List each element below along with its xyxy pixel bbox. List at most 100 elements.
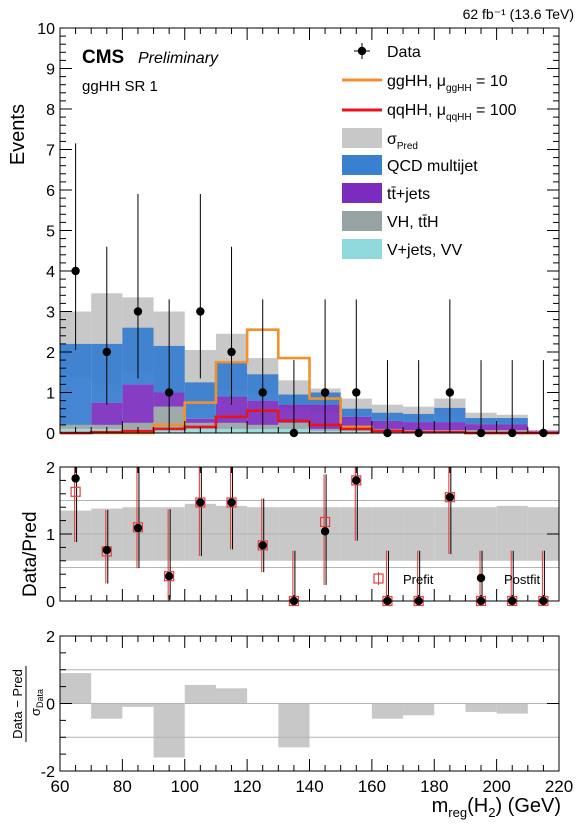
x-axis-title: mreg(H2) (GeV) xyxy=(432,795,561,820)
qqhh-signal-line xyxy=(60,409,559,435)
legend-ttbar-label: tt̄+jets xyxy=(387,186,430,203)
main-y-tick-label: 9 xyxy=(46,62,55,79)
ratio-gridlines xyxy=(60,500,559,568)
main-data-points xyxy=(71,143,548,438)
ratio-prefit-marker xyxy=(444,492,455,503)
lumi-label: 62 fb⁻¹ (13.6 TeV) xyxy=(463,6,574,22)
ttbar-stack-bar xyxy=(122,384,154,423)
x-tick-label: 220 xyxy=(545,777,573,796)
data-point xyxy=(71,266,80,276)
data-point xyxy=(133,307,143,316)
data-point xyxy=(445,388,455,397)
ratio-band-bin xyxy=(215,505,248,561)
main-y-tick-label: 3 xyxy=(46,305,55,322)
main-y-tick-label: 1 xyxy=(46,386,55,403)
pull-title-numerator: Data − Pred xyxy=(10,669,25,739)
ratio-band-bin xyxy=(60,510,92,561)
main-x-ticks xyxy=(59,28,560,433)
data-point xyxy=(227,347,236,357)
pull-y-axis: -2 0 2 xyxy=(41,629,559,781)
main-y-tick-label: 0 xyxy=(46,426,55,443)
y-axis-title-events: Events xyxy=(7,104,29,165)
x-tick-label: 180 xyxy=(420,777,448,796)
legend-qcd-swatch xyxy=(342,155,382,175)
ratio-legend-postfit-label: Postfit xyxy=(504,572,541,587)
x-tick-label: 140 xyxy=(295,777,323,796)
main-y-tick-label: 8 xyxy=(46,102,55,119)
pull-bar xyxy=(60,673,92,704)
ratio-band-bin xyxy=(496,505,528,561)
ratio-postfit-marker xyxy=(71,474,80,483)
ratio-y-axis: 0 1 2 xyxy=(46,460,559,611)
x-tick-label: 200 xyxy=(482,777,510,796)
pull-bars xyxy=(60,673,528,758)
ratio-prefit-marker xyxy=(319,516,331,528)
main-panel: 0 1 2 3 4 5 6 7 8 9 10 Events CMS Preliminary ggHH… xyxy=(7,21,560,443)
vh-tth-stack-bar xyxy=(215,422,248,429)
ratio-postfit-marker xyxy=(196,498,205,507)
data-point xyxy=(320,388,330,397)
data-point xyxy=(164,388,174,397)
pull-bar xyxy=(184,684,216,704)
ratio-y-tick-label: 2 xyxy=(46,460,55,477)
main-y-tick-label: 2 xyxy=(46,345,55,362)
data-point xyxy=(258,388,267,397)
ratio-prefit-marker xyxy=(257,540,268,551)
legend-vh-swatch xyxy=(342,211,382,231)
ratio-postfit-marker xyxy=(320,527,330,536)
x-tick-label: 80 xyxy=(113,777,132,796)
pull-gridlines xyxy=(60,669,559,738)
pull-x-axis: 60 80 100 120 140 160 180 200 220 xyxy=(51,636,573,796)
legend-qqhh-label: qqHH, μqqHH = 100 xyxy=(387,102,517,123)
ratio-y-tick-label: 1 xyxy=(46,527,55,544)
ratio-postfit-marker xyxy=(102,545,111,555)
main-y-tick-label: 4 xyxy=(46,264,55,281)
x-tick-label: 100 xyxy=(171,777,199,796)
ratio-points xyxy=(70,467,549,607)
ratio-postfit-marker xyxy=(258,541,267,550)
pull-bar xyxy=(465,703,497,712)
x-tick-label: 60 xyxy=(51,777,70,796)
pull-bar xyxy=(371,703,404,719)
pull-panel: -2 0 2 60 80 100 120 140 160 180 200 220 Data − Pr… xyxy=(10,629,573,820)
vh-tth-stack-bar xyxy=(122,422,154,429)
pull-bar xyxy=(278,703,310,748)
ratio-prefit-marker xyxy=(164,571,175,582)
legend-gghh-label: ggHH, μggHH = 10 xyxy=(387,73,508,94)
ratio-legend-prefit-label: Prefit xyxy=(403,572,434,587)
pull-y-tick-label: 0 xyxy=(46,697,55,714)
preliminary-label: Preliminary xyxy=(138,50,219,67)
qcd-stack-bar xyxy=(184,382,216,419)
main-signals xyxy=(60,328,559,435)
y-axis-title-pull: Data − Pred σData xyxy=(10,666,45,742)
pull-bar xyxy=(403,703,435,716)
ratio-prefit-marker xyxy=(195,497,206,508)
legend-vjets-label: V+jets, VV xyxy=(387,242,462,259)
ratio-prefit-marker xyxy=(351,475,362,486)
ratio-panel: 0 1 2 Data/Pred Prefit Postfit xyxy=(20,460,560,611)
ratio-postfit-marker xyxy=(352,476,361,485)
pull-title-denominator: σData xyxy=(28,689,45,716)
ratio-legend-postfit-marker xyxy=(476,573,486,583)
pull-bar xyxy=(153,703,185,758)
legend-vh-label: VH, tt̄H xyxy=(387,214,439,231)
ttbar-stack-bar xyxy=(91,402,123,425)
main-y-tick-label: 5 xyxy=(46,224,55,241)
data-point xyxy=(102,347,111,357)
pull-bar xyxy=(496,703,528,714)
data-point xyxy=(196,307,205,316)
ratio-band-bin xyxy=(184,503,216,561)
y-axis-title-ratio: Data/Pred xyxy=(20,511,41,597)
legend-sigma-label: σPred xyxy=(387,131,418,152)
ratio-postfit-marker xyxy=(164,572,174,581)
pull-bar xyxy=(215,688,248,704)
pull-y-tick-label: 2 xyxy=(46,629,55,646)
ratio-postfit-marker xyxy=(133,523,143,533)
main-y-tick-label: 7 xyxy=(46,143,55,160)
ratio-prefit-marker xyxy=(70,486,81,497)
legend-vjets-swatch xyxy=(342,239,382,259)
pull-y-tick-label: -2 xyxy=(41,764,55,781)
legend-data-label: Data xyxy=(387,44,421,61)
ratio-y-tick-label: 0 xyxy=(46,594,55,611)
data-point xyxy=(352,388,361,397)
